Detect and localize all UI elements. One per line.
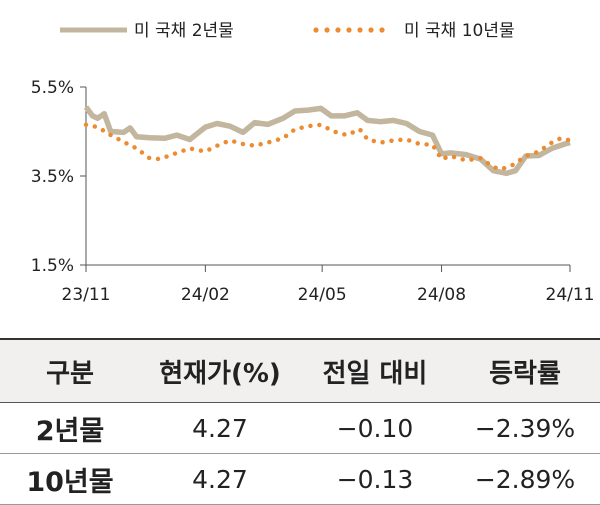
table-row: 2년물 4.27 −0.10 −2.39% — [0, 403, 600, 454]
legend-dot — [357, 27, 362, 32]
x-tick-label: 23/11 — [62, 285, 111, 305]
legend-dot — [335, 27, 340, 32]
header-change: 전일 대비 — [300, 339, 450, 403]
series-line-2y — [86, 107, 570, 173]
header-current-price: 현재가(%) — [140, 339, 300, 403]
series-layer — [86, 107, 570, 174]
change-rate-cell: −2.39% — [450, 403, 600, 454]
bond-yield-chart: 미 국채 2년물 미 국채 10년물 5.5% 3.5% 1.5% 23/11 24/… — [0, 0, 600, 330]
y-tick-label: 3.5% — [31, 167, 74, 187]
table-header-row: 구분 현재가(%) 전일 대비 등락률 — [0, 339, 600, 403]
row-label: 2년물 — [0, 403, 140, 454]
legend-dot — [313, 27, 318, 32]
legend: 미 국채 2년물 미 국채 10년물 — [60, 21, 515, 41]
y-tick-label: 5.5% — [31, 78, 74, 98]
change-rate-cell: −2.89% — [450, 454, 600, 505]
table-row: 10년물 4.27 −0.13 −2.89% — [0, 454, 600, 505]
legend-dot — [324, 27, 329, 32]
legend-label-2y: 미 국채 2년물 — [134, 21, 234, 41]
legend-dot — [368, 27, 373, 32]
row-label: 10년물 — [0, 454, 140, 505]
x-tick-label: 24/08 — [417, 285, 466, 305]
x-axis-ticks: 23/11 24/02 24/05 24/08 24/11 — [62, 265, 595, 305]
header-change-rate: 등락률 — [450, 339, 600, 403]
y-tick-label: 1.5% — [31, 256, 74, 276]
header-category: 구분 — [0, 339, 140, 403]
legend-swatch-10y — [313, 27, 384, 32]
yield-summary-table: 구분 현재가(%) 전일 대비 등락률 2년물 4.27 −0.10 −2.39… — [0, 338, 600, 505]
y-axis-ticks: 5.5% 3.5% 1.5% — [31, 78, 86, 276]
x-tick-label: 24/02 — [181, 285, 230, 305]
current-price-cell: 4.27 — [140, 403, 300, 454]
change-cell: −0.10 — [300, 403, 450, 454]
legend-dot — [379, 27, 384, 32]
x-tick-label: 24/11 — [546, 285, 595, 305]
legend-label-10y: 미 국채 10년물 — [404, 21, 515, 41]
current-price-cell: 4.27 — [140, 454, 300, 505]
change-cell: −0.13 — [300, 454, 450, 505]
series-line-10y — [86, 125, 570, 170]
x-tick-label: 24/05 — [298, 285, 347, 305]
legend-dot — [346, 27, 351, 32]
